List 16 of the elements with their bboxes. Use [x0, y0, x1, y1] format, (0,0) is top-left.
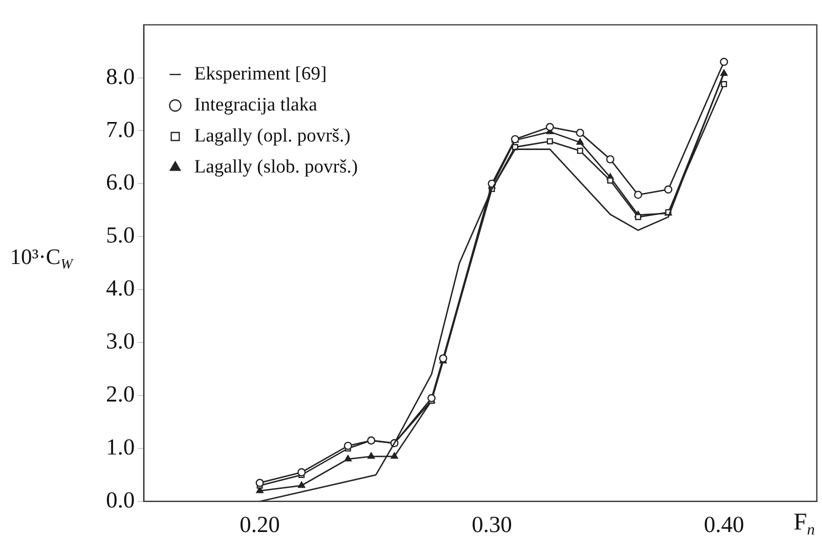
x-tick-label: 0.40: [704, 512, 744, 538]
legend-label: Integracija tlaka: [194, 94, 318, 116]
y-tick-label: 3.0: [106, 328, 135, 354]
y-tick-label: 7.0: [106, 116, 135, 142]
y-tick-label: 0.0: [106, 487, 135, 512]
y-tick-label: 5.0: [106, 222, 135, 248]
legend-label: Eksperiment [69]: [194, 63, 327, 84]
legend-label: Lagally (slob. površ.): [194, 156, 358, 178]
y-tick-label: 6.0: [106, 170, 135, 195]
x-tick-label: 0.20: [240, 512, 280, 538]
y-tick-label: 1.0: [106, 434, 135, 460]
y-tick-label: 8.0: [106, 64, 135, 89]
y-tick-label: 2.0: [106, 382, 135, 407]
legend-label: Lagally (opl. površ.): [194, 125, 350, 146]
y-tick-label: 4.0: [106, 276, 135, 301]
x-tick-label: 0.30: [472, 512, 512, 538]
